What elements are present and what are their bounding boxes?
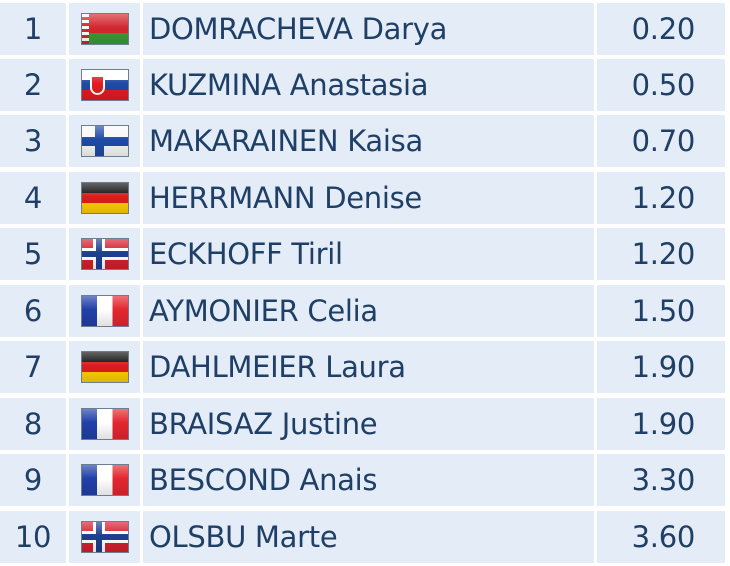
table-row: 9 BESCOND Anais 3.30 [0,454,730,506]
table-row: 2 KUZMINA Anastasia 0.50 [0,59,730,111]
time-behind-cell: 0.70 [597,115,725,167]
table-row: 5 ECKHOFF Tiril 1.20 [0,228,730,280]
athlete-name-link[interactable]: DAHLMEIER Laura [143,341,594,393]
norway-flag-icon [80,238,129,270]
athlete-name-link[interactable]: KUZMINA Anastasia [143,59,594,111]
table-row: 7 DAHLMEIER Laura 1.90 [0,341,730,393]
table-row: 4 HERRMANN Denise 1.20 [0,172,730,224]
table-row: 3 MAKARAINEN Kaisa 0.70 [0,115,730,167]
flag-cell [69,172,140,224]
flag-cell [69,59,140,111]
belarus-flag-icon [80,13,129,45]
athlete-name-link[interactable]: HERRMANN Denise [143,172,594,224]
table-row: 10 OLSBU Marte 3.60 [0,511,730,563]
athlete-name-link[interactable]: OLSBU Marte [143,511,594,563]
flag-cell [69,341,140,393]
rank-cell: 5 [0,228,66,280]
time-behind-cell: 1.20 [597,228,725,280]
time-behind-cell: 0.20 [597,3,725,55]
athlete-name-link[interactable]: BESCOND Anais [143,454,594,506]
rank-cell: 10 [0,511,66,563]
athlete-name-link[interactable]: ECKHOFF Tiril [143,228,594,280]
france-flag-icon [80,408,129,440]
time-behind-cell: 0.50 [597,59,725,111]
slovakia-flag-icon [80,69,129,101]
table-row: 6 AYMONIER Celia 1.50 [0,285,730,337]
germany-flag-icon [80,182,129,214]
time-behind-cell: 1.50 [597,285,725,337]
table-row: 8 BRAISAZ Justine 1.90 [0,398,730,450]
athlete-name-link[interactable]: MAKARAINEN Kaisa [143,115,594,167]
rank-cell: 4 [0,172,66,224]
france-flag-icon [80,464,129,496]
germany-flag-icon [80,351,129,383]
time-behind-cell: 1.90 [597,341,725,393]
flag-cell [69,115,140,167]
france-flag-icon [80,295,129,327]
time-behind-cell: 1.90 [597,398,725,450]
athlete-name-link[interactable]: DOMRACHEVA Darya [143,3,594,55]
flag-cell [69,285,140,337]
athlete-name-link[interactable]: AYMONIER Celia [143,285,594,337]
rank-cell: 3 [0,115,66,167]
time-behind-cell: 3.30 [597,454,725,506]
athlete-name-link[interactable]: BRAISAZ Justine [143,398,594,450]
flag-cell [69,228,140,280]
rank-cell: 8 [0,398,66,450]
rank-cell: 2 [0,59,66,111]
finland-flag-icon [80,125,129,157]
flag-cell [69,511,140,563]
time-behind-cell: 3.60 [597,511,725,563]
time-behind-cell: 1.20 [597,172,725,224]
rank-cell: 1 [0,3,66,55]
table-row: 1 DOMRACHEVA Darya 0.20 [0,3,730,55]
rank-cell: 7 [0,341,66,393]
flag-cell [69,3,140,55]
norway-flag-icon [80,521,129,553]
rank-cell: 9 [0,454,66,506]
flag-cell [69,454,140,506]
flag-cell [69,398,140,450]
rank-cell: 6 [0,285,66,337]
